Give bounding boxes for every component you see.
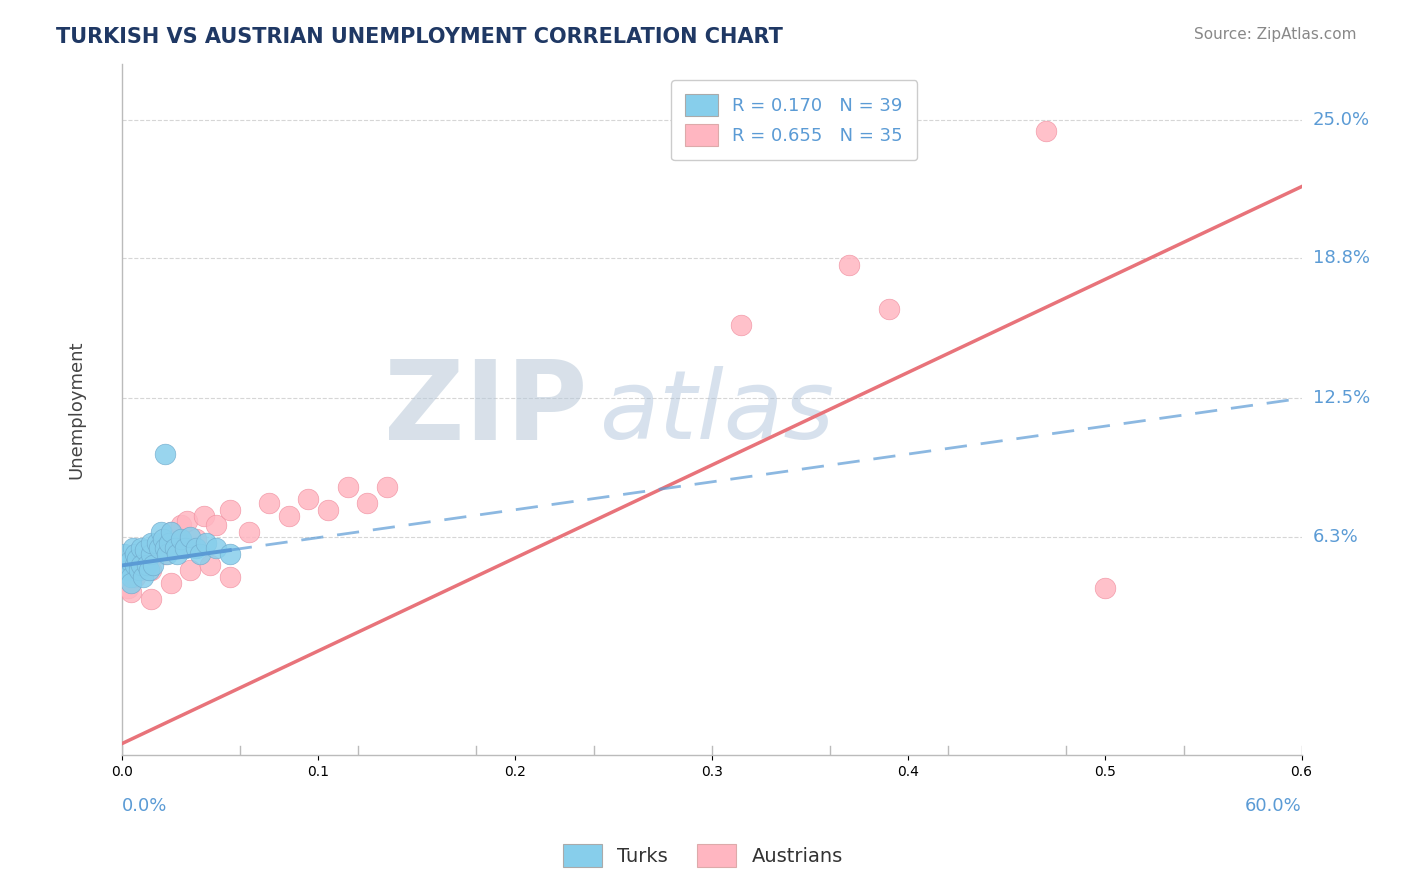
Point xyxy=(877,302,900,317)
Point xyxy=(173,541,195,555)
Point xyxy=(205,541,228,555)
Point xyxy=(166,547,188,561)
Point xyxy=(121,569,143,583)
Text: 0.0%: 0.0% xyxy=(122,797,167,814)
Text: Source: ZipAtlas.com: Source: ZipAtlas.com xyxy=(1194,27,1357,42)
Text: Unemployment: Unemployment xyxy=(67,340,86,479)
Point xyxy=(218,547,240,561)
Point xyxy=(195,536,218,550)
Point xyxy=(163,541,186,555)
Point xyxy=(166,532,188,546)
Point xyxy=(124,558,146,573)
Point xyxy=(356,496,378,510)
Point xyxy=(121,576,143,591)
Point xyxy=(169,518,191,533)
Point xyxy=(146,536,169,550)
Point xyxy=(134,542,156,557)
Point xyxy=(176,514,198,528)
Point xyxy=(112,547,135,561)
Point xyxy=(152,532,174,546)
Point xyxy=(257,496,280,510)
Text: 12.5%: 12.5% xyxy=(1313,389,1369,408)
Point xyxy=(169,532,191,546)
Point xyxy=(149,536,172,550)
Point xyxy=(153,541,176,555)
Point xyxy=(198,558,221,573)
Point xyxy=(218,569,240,583)
Point xyxy=(1094,581,1116,595)
Point xyxy=(139,563,162,577)
Text: 18.8%: 18.8% xyxy=(1313,249,1369,267)
Text: atlas: atlas xyxy=(599,367,835,459)
Point xyxy=(127,551,149,566)
Text: 6.3%: 6.3% xyxy=(1313,527,1358,546)
Text: ZIP: ZIP xyxy=(384,356,588,463)
Point xyxy=(136,558,159,573)
Text: 25.0%: 25.0% xyxy=(1313,111,1369,128)
Point xyxy=(179,529,201,543)
Point xyxy=(124,569,146,583)
Point xyxy=(132,569,155,583)
Point xyxy=(138,563,160,577)
Point xyxy=(186,541,208,555)
Point xyxy=(118,554,141,568)
Point xyxy=(131,558,153,573)
Point xyxy=(193,509,215,524)
Point xyxy=(121,585,143,599)
Point xyxy=(157,536,180,550)
Point xyxy=(159,524,181,539)
Point xyxy=(218,502,240,516)
Point xyxy=(316,502,339,516)
Point xyxy=(128,563,150,577)
Point xyxy=(297,491,319,506)
Text: 60.0%: 60.0% xyxy=(1244,797,1302,814)
Point xyxy=(730,318,752,332)
Point xyxy=(117,581,139,595)
Point xyxy=(149,524,172,539)
Point xyxy=(159,576,181,591)
Point xyxy=(139,536,162,550)
Point xyxy=(134,554,156,568)
Point xyxy=(153,547,176,561)
Point xyxy=(238,524,260,539)
Point xyxy=(336,480,359,494)
Point xyxy=(124,547,146,561)
Point xyxy=(179,563,201,577)
Point xyxy=(131,541,153,555)
Point xyxy=(375,480,398,494)
Legend: R = 0.170   N = 39, R = 0.655   N = 35: R = 0.170 N = 39, R = 0.655 N = 35 xyxy=(671,80,918,161)
Point xyxy=(122,541,145,555)
Point xyxy=(153,447,176,461)
Point xyxy=(146,541,169,555)
Point xyxy=(142,558,165,573)
Legend: Turks, Austrians: Turks, Austrians xyxy=(555,836,851,875)
Point xyxy=(205,518,228,533)
Point xyxy=(114,558,136,573)
Point xyxy=(148,541,170,555)
Point xyxy=(131,558,153,573)
Point xyxy=(117,563,139,577)
Point xyxy=(186,532,208,546)
Point xyxy=(1035,124,1057,138)
Point xyxy=(188,547,211,561)
Point xyxy=(838,258,860,272)
Point xyxy=(139,547,162,561)
Point xyxy=(277,509,299,524)
Text: TURKISH VS AUSTRIAN UNEMPLOYMENT CORRELATION CHART: TURKISH VS AUSTRIAN UNEMPLOYMENT CORRELA… xyxy=(56,27,783,46)
Point xyxy=(156,547,179,561)
Point xyxy=(159,524,181,539)
Point xyxy=(139,591,162,606)
